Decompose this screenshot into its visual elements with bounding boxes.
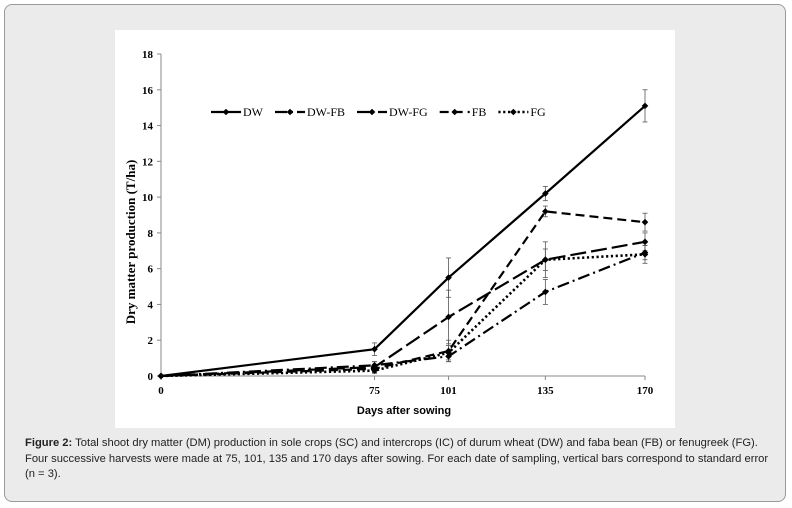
- data-point-DW-FB-135: [542, 288, 549, 296]
- legend-label-DW-FG: DW-FG: [389, 105, 428, 119]
- data-point-FG-135: [542, 256, 549, 264]
- chart-panel: 0 2 4 6 8 10 12 14 16 18 0 75 101 135 170 DW DW-FB DW-FG…: [115, 30, 675, 428]
- y-tick-label-12: 12: [142, 156, 154, 168]
- legend-marker-DW: [222, 108, 230, 116]
- caption-label: Figure 2:: [25, 437, 73, 449]
- data-point-DW-FG-101: [445, 313, 452, 321]
- legend-marker-FB: [451, 108, 458, 116]
- caption-text: Total shoot dry matter (DM) production i…: [25, 437, 769, 480]
- data-point-FG-0: [157, 372, 165, 380]
- dry-matter-chart: 0 2 4 6 8 10 12 14 16 18 0 75 101 135 170 DW DW-FB DW-FG…: [123, 49, 654, 417]
- x-tick-label-101: 101: [440, 385, 457, 397]
- y-tick-label-6: 6: [148, 264, 154, 276]
- legend-label-DW-FB: DW-FB: [307, 105, 345, 119]
- legend-label-FB: FB: [472, 105, 487, 119]
- y-tick-label-8: 8: [148, 228, 154, 240]
- series-line-DW-FB: [160, 251, 646, 378]
- x-tick-label-170: 170: [637, 385, 654, 397]
- y-tick-label-2: 2: [148, 335, 154, 347]
- data-point-DW-101: [445, 274, 452, 281]
- y-tick-label-0: 0: [148, 371, 154, 383]
- y-tick-label-10: 10: [142, 192, 154, 204]
- series-line-FB: [160, 210, 646, 378]
- legend-marker-DW-FG: [368, 108, 376, 116]
- data-point-DW-75: [371, 345, 378, 353]
- series-line-FG: [160, 253, 646, 378]
- series-line-DW-FG: [160, 240, 646, 378]
- data-point-DW-170: [641, 102, 649, 110]
- y-tick-label-4: 4: [148, 299, 154, 311]
- y-tick-label-14: 14: [142, 121, 154, 133]
- y-tick-label-16: 16: [142, 85, 154, 97]
- y-tick-label-18: 18: [142, 49, 154, 61]
- x-tick-label-135: 135: [537, 385, 554, 397]
- data-point-FB-170: [641, 218, 649, 226]
- data-point-FG-170: [641, 251, 649, 258]
- legend-label-FG: FG: [530, 105, 546, 119]
- series-lines: [157, 102, 649, 380]
- legend-label-DW: DW: [243, 105, 264, 119]
- data-point-FB-135: [542, 208, 549, 215]
- series-line-DW: [160, 105, 646, 378]
- x-tick-label-0: 0: [158, 385, 164, 397]
- legend: DW DW-FB DW-FG FB FG: [211, 105, 546, 119]
- data-point-DW-135: [542, 190, 549, 197]
- axes: 0 2 4 6 8 10 12 14 16 18 0 75 101 135 170: [142, 49, 654, 397]
- data-point-DW-FG-170: [641, 238, 649, 246]
- x-tick-label-75: 75: [369, 385, 381, 397]
- figure-frame: 0 2 4 6 8 10 12 14 16 18 0 75 101 135 170 DW DW-FB DW-FG…: [4, 4, 786, 502]
- error-bars: [372, 89, 648, 374]
- y-axis-label: Dry matter production (T/ha): [123, 160, 138, 325]
- x-axis-label: Days after sowing: [357, 405, 451, 417]
- legend-marker-DW-FB: [286, 108, 294, 116]
- legend-marker-FG: [510, 108, 517, 116]
- data-point-FG-75: [371, 367, 378, 374]
- figure-caption: Figure 2: Total shoot dry matter (DM) pr…: [25, 436, 775, 483]
- data-point-FG-101: [445, 349, 452, 357]
- data-point-DW-FB-101: [445, 353, 452, 360]
